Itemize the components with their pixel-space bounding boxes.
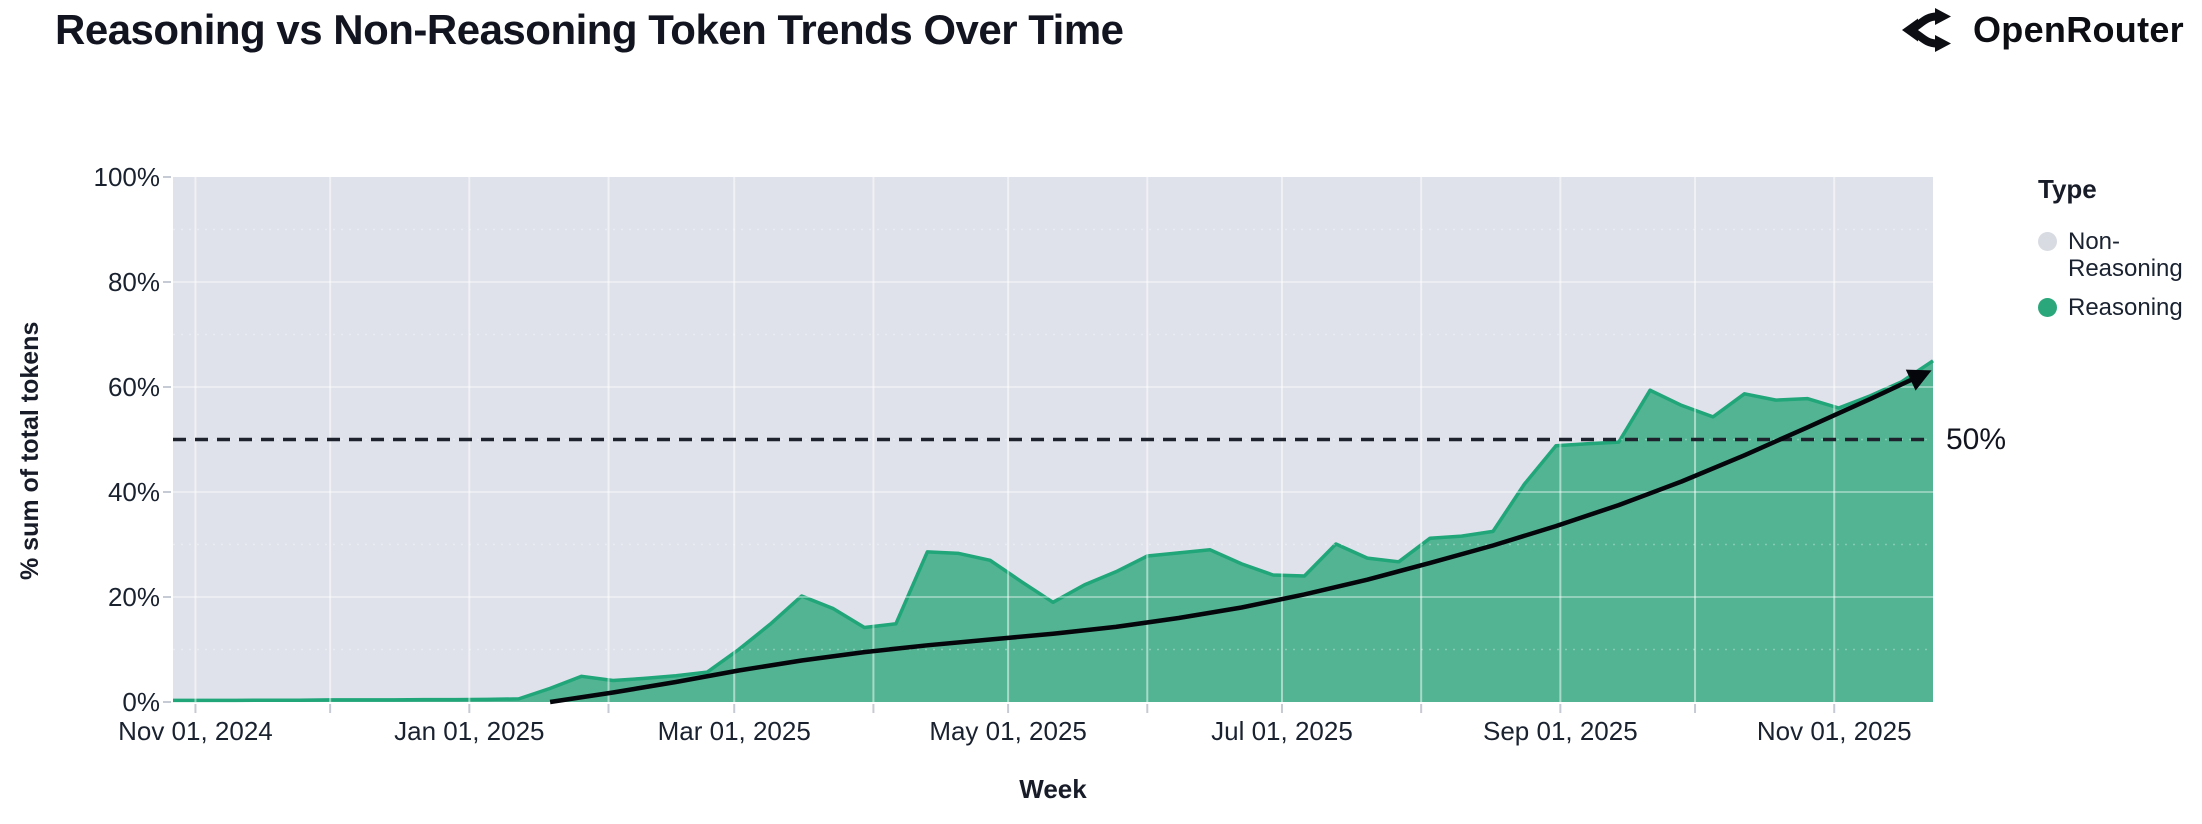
threshold-label: 50% bbox=[1946, 422, 2007, 456]
x-tick-label: Nov 01, 2024 bbox=[118, 716, 273, 746]
y-tick-label: 60% bbox=[107, 372, 160, 402]
page-title: Reasoning vs Non-Reasoning Token Trends … bbox=[55, 6, 1124, 53]
reasoning-area bbox=[173, 360, 1933, 702]
y-tick-label: 80% bbox=[107, 267, 160, 297]
x-axis-title: Week bbox=[1019, 774, 1087, 804]
legend-item-reasoning[interactable]: Reasoning bbox=[2038, 293, 2198, 322]
openrouter-logo-icon bbox=[1901, 8, 1951, 52]
legend-item-label: Reasoning bbox=[2068, 293, 2183, 321]
y-tick-label: 40% bbox=[107, 477, 160, 507]
reasoning-line bbox=[173, 359, 1934, 703]
non-reasoning-swatch bbox=[2038, 232, 2057, 251]
legend: Type Non- Reasoning Reasoning bbox=[2038, 174, 2198, 334]
y-tick-label: 0% bbox=[122, 687, 160, 717]
x-tick-label: May 01, 2025 bbox=[929, 716, 1087, 746]
y-tick-label: 20% bbox=[107, 582, 160, 612]
legend-item-label: Non- Reasoning bbox=[2068, 228, 2183, 282]
x-tick-label: Jul 01, 2025 bbox=[1211, 716, 1353, 746]
legend-title: Type bbox=[2038, 174, 2097, 204]
brand-name: OpenRouter bbox=[1972, 9, 2184, 50]
legend-item-non-reasoning[interactable]: Non- Reasoning bbox=[2038, 228, 2198, 283]
x-tick-label: Sep 01, 2025 bbox=[1482, 716, 1638, 746]
y-tick-label: 100% bbox=[93, 162, 161, 192]
x-tick-label: Mar 01, 2025 bbox=[657, 716, 811, 746]
x-tick-label: Nov 01, 2025 bbox=[1756, 716, 1912, 746]
trend-arrow bbox=[549, 369, 1932, 705]
reasoning-swatch bbox=[2038, 297, 2057, 317]
x-tick-label: Jan 01, 2025 bbox=[394, 716, 545, 746]
openrouter-brand: OpenRouter bbox=[1901, 6, 2184, 54]
